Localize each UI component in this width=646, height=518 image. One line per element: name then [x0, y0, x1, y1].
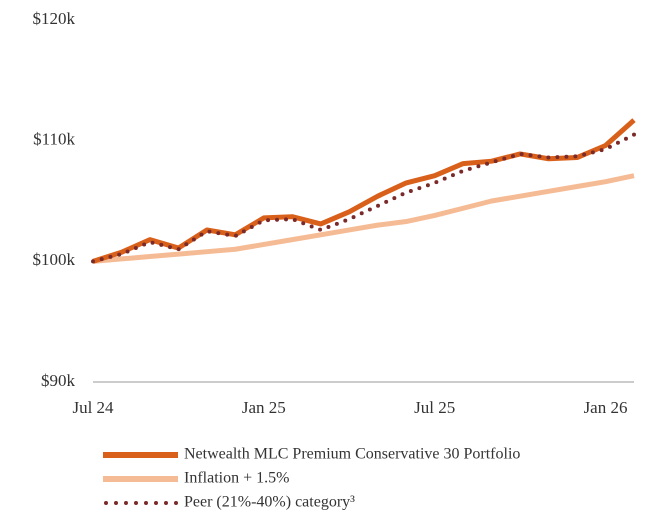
legend-label: Netwealth MLC Premium Conservative 30 Po…: [184, 446, 520, 463]
legend: Netwealth MLC Premium Conservative 30 Po…: [103, 446, 520, 511]
legend-label: Inflation + 1.5%: [184, 470, 289, 487]
x-tick-label: Jul 24: [72, 398, 114, 417]
x-tick-label: Jan 26: [584, 398, 628, 417]
y-tick-label: $110k: [33, 130, 75, 149]
series-line: [92, 118, 636, 264]
y-tick-label: $100k: [33, 250, 76, 269]
legend-label: Peer (21%-40%) category³: [184, 494, 355, 511]
series-line: [92, 173, 635, 264]
series-line: [91, 132, 636, 264]
y-tick-label: $120k: [33, 9, 76, 28]
x-tick-label: Jan 25: [242, 398, 286, 417]
x-tick-label: Jul 25: [414, 398, 455, 417]
y-tick-label: $90k: [41, 371, 76, 390]
